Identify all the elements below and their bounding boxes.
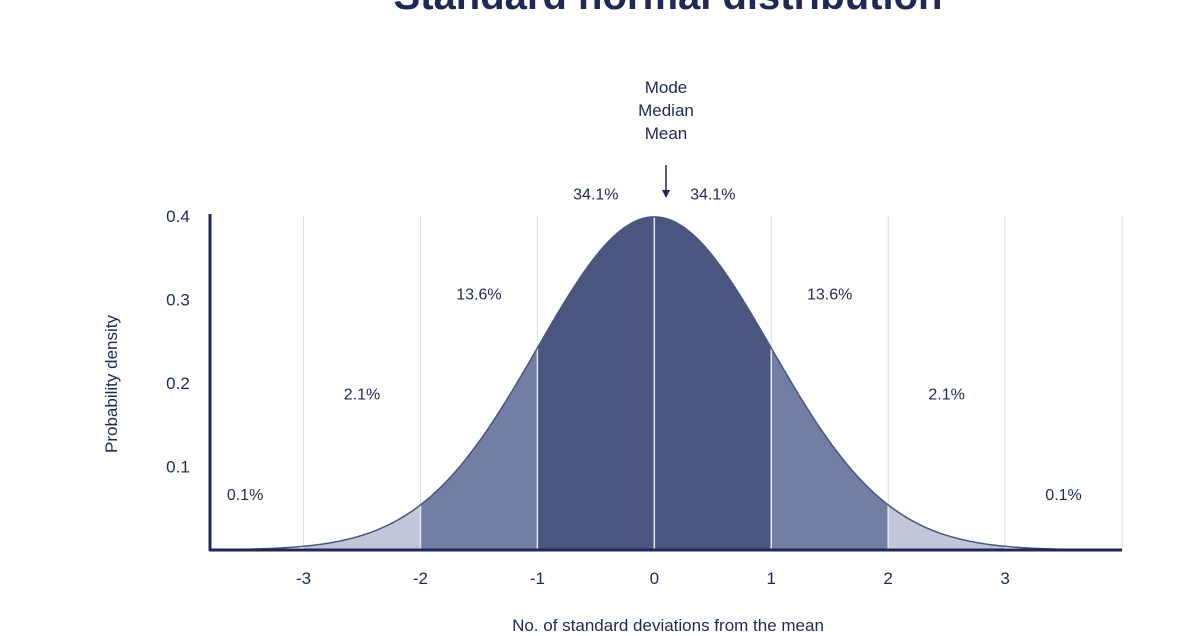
region-7 bbox=[888, 504, 1006, 550]
x-tick-label: -2 bbox=[413, 569, 428, 588]
x-tick-label: 1 bbox=[766, 569, 775, 588]
region-4 bbox=[537, 216, 655, 550]
region-label: 0.1% bbox=[227, 487, 263, 504]
region-2 bbox=[303, 504, 421, 550]
region-label: 2.1% bbox=[928, 387, 964, 404]
region-labels: 0.1% 2.1% 13.6% 34.1% 34.1% 13.6% 2.1% 0.1% bbox=[227, 186, 1082, 504]
chart-title: Standard normal distribution bbox=[0, 0, 1196, 19]
region-dividers bbox=[419, 216, 889, 550]
region-label: 0.1% bbox=[1045, 487, 1081, 504]
region-5 bbox=[654, 216, 772, 550]
y-tick-label: 0.3 bbox=[166, 291, 190, 310]
mode-median-mean-annotation: Mode Median Mean bbox=[566, 76, 766, 145]
shaded-regions bbox=[210, 216, 1122, 550]
x-tick-label: -3 bbox=[296, 569, 311, 588]
region-label: 13.6% bbox=[456, 287, 501, 304]
x-tick-label: 0 bbox=[650, 569, 659, 588]
x-tick-label: -1 bbox=[530, 569, 545, 588]
y-tick-label: 0.4 bbox=[166, 207, 190, 226]
region-label: 13.6% bbox=[807, 287, 852, 304]
annotation-median: Median bbox=[638, 101, 694, 120]
x-axis-label: No. of standard deviations from the mean bbox=[512, 616, 824, 635]
y-tick-label: 0.2 bbox=[166, 374, 190, 393]
annotation-mean: Mean bbox=[644, 124, 688, 143]
annotation-mode: Mode bbox=[644, 78, 688, 97]
y-axis-label: Probability density bbox=[102, 315, 121, 453]
tick-labels: -3 -2 -1 0 1 2 3 0.1 0.2 0.3 0.4 bbox=[166, 207, 1010, 588]
axes bbox=[208, 214, 1122, 552]
y-tick-label: 0.1 bbox=[166, 458, 190, 477]
x-tick-label: 3 bbox=[1000, 569, 1009, 588]
arrow-icon bbox=[662, 165, 670, 198]
density-curve bbox=[209, 216, 1123, 551]
region-label: 34.1% bbox=[690, 186, 735, 203]
region-label: 2.1% bbox=[344, 387, 380, 404]
x-tick-label: 2 bbox=[883, 569, 892, 588]
region-label: 34.1% bbox=[573, 186, 618, 203]
